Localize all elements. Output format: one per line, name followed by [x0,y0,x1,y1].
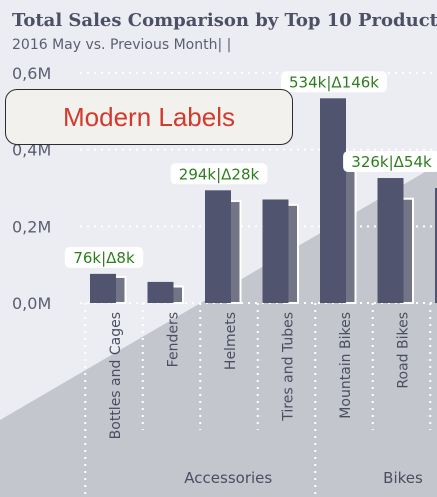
y-tick-label: 0,6M [12,64,51,83]
x-tick-label: Road Bikes [396,312,412,389]
y-tick-label: 0,4M [12,141,51,160]
data-label: 76k|Δ8k [73,249,135,267]
x-tick-label: Mountain Bikes [338,312,354,419]
y-tick-label: 0,0M [12,294,51,313]
bar-current-month [262,199,289,303]
bar-current-month [377,178,404,303]
group-label: Accessories [184,469,272,487]
data-label-bg [343,151,437,173]
bar-current-month [435,188,437,303]
banner-text: Modern Labels [63,101,235,132]
bar-current-month [90,273,116,303]
x-tick-label: Helmets [223,312,239,370]
bar-current-month [147,281,174,303]
data-label: 294k|Δ28k [179,165,260,183]
data-label: 326k|Δ54k [351,153,432,171]
y-tick-label: 0,2M [12,217,51,236]
modern-labels-banner: Modern Labels [5,89,293,145]
x-tick-label: Fenders [166,312,182,367]
data-label: 534k|Δ146k [289,73,379,91]
data-label-bg [281,71,387,93]
bar-current-month [205,190,231,303]
chart-title: Total Sales Comparison by Top 10 Product… [12,10,437,31]
x-tick-label: Bottles and Cages [108,312,124,439]
chart-subtitle: 2016 May vs. Previous Month| | [12,37,232,53]
data-label-bg [64,246,144,268]
bar-current-month [320,98,346,303]
data-label-bg [170,163,268,185]
x-tick-label: Tires and Tubes [281,312,297,422]
group-label: Bikes [383,469,423,487]
